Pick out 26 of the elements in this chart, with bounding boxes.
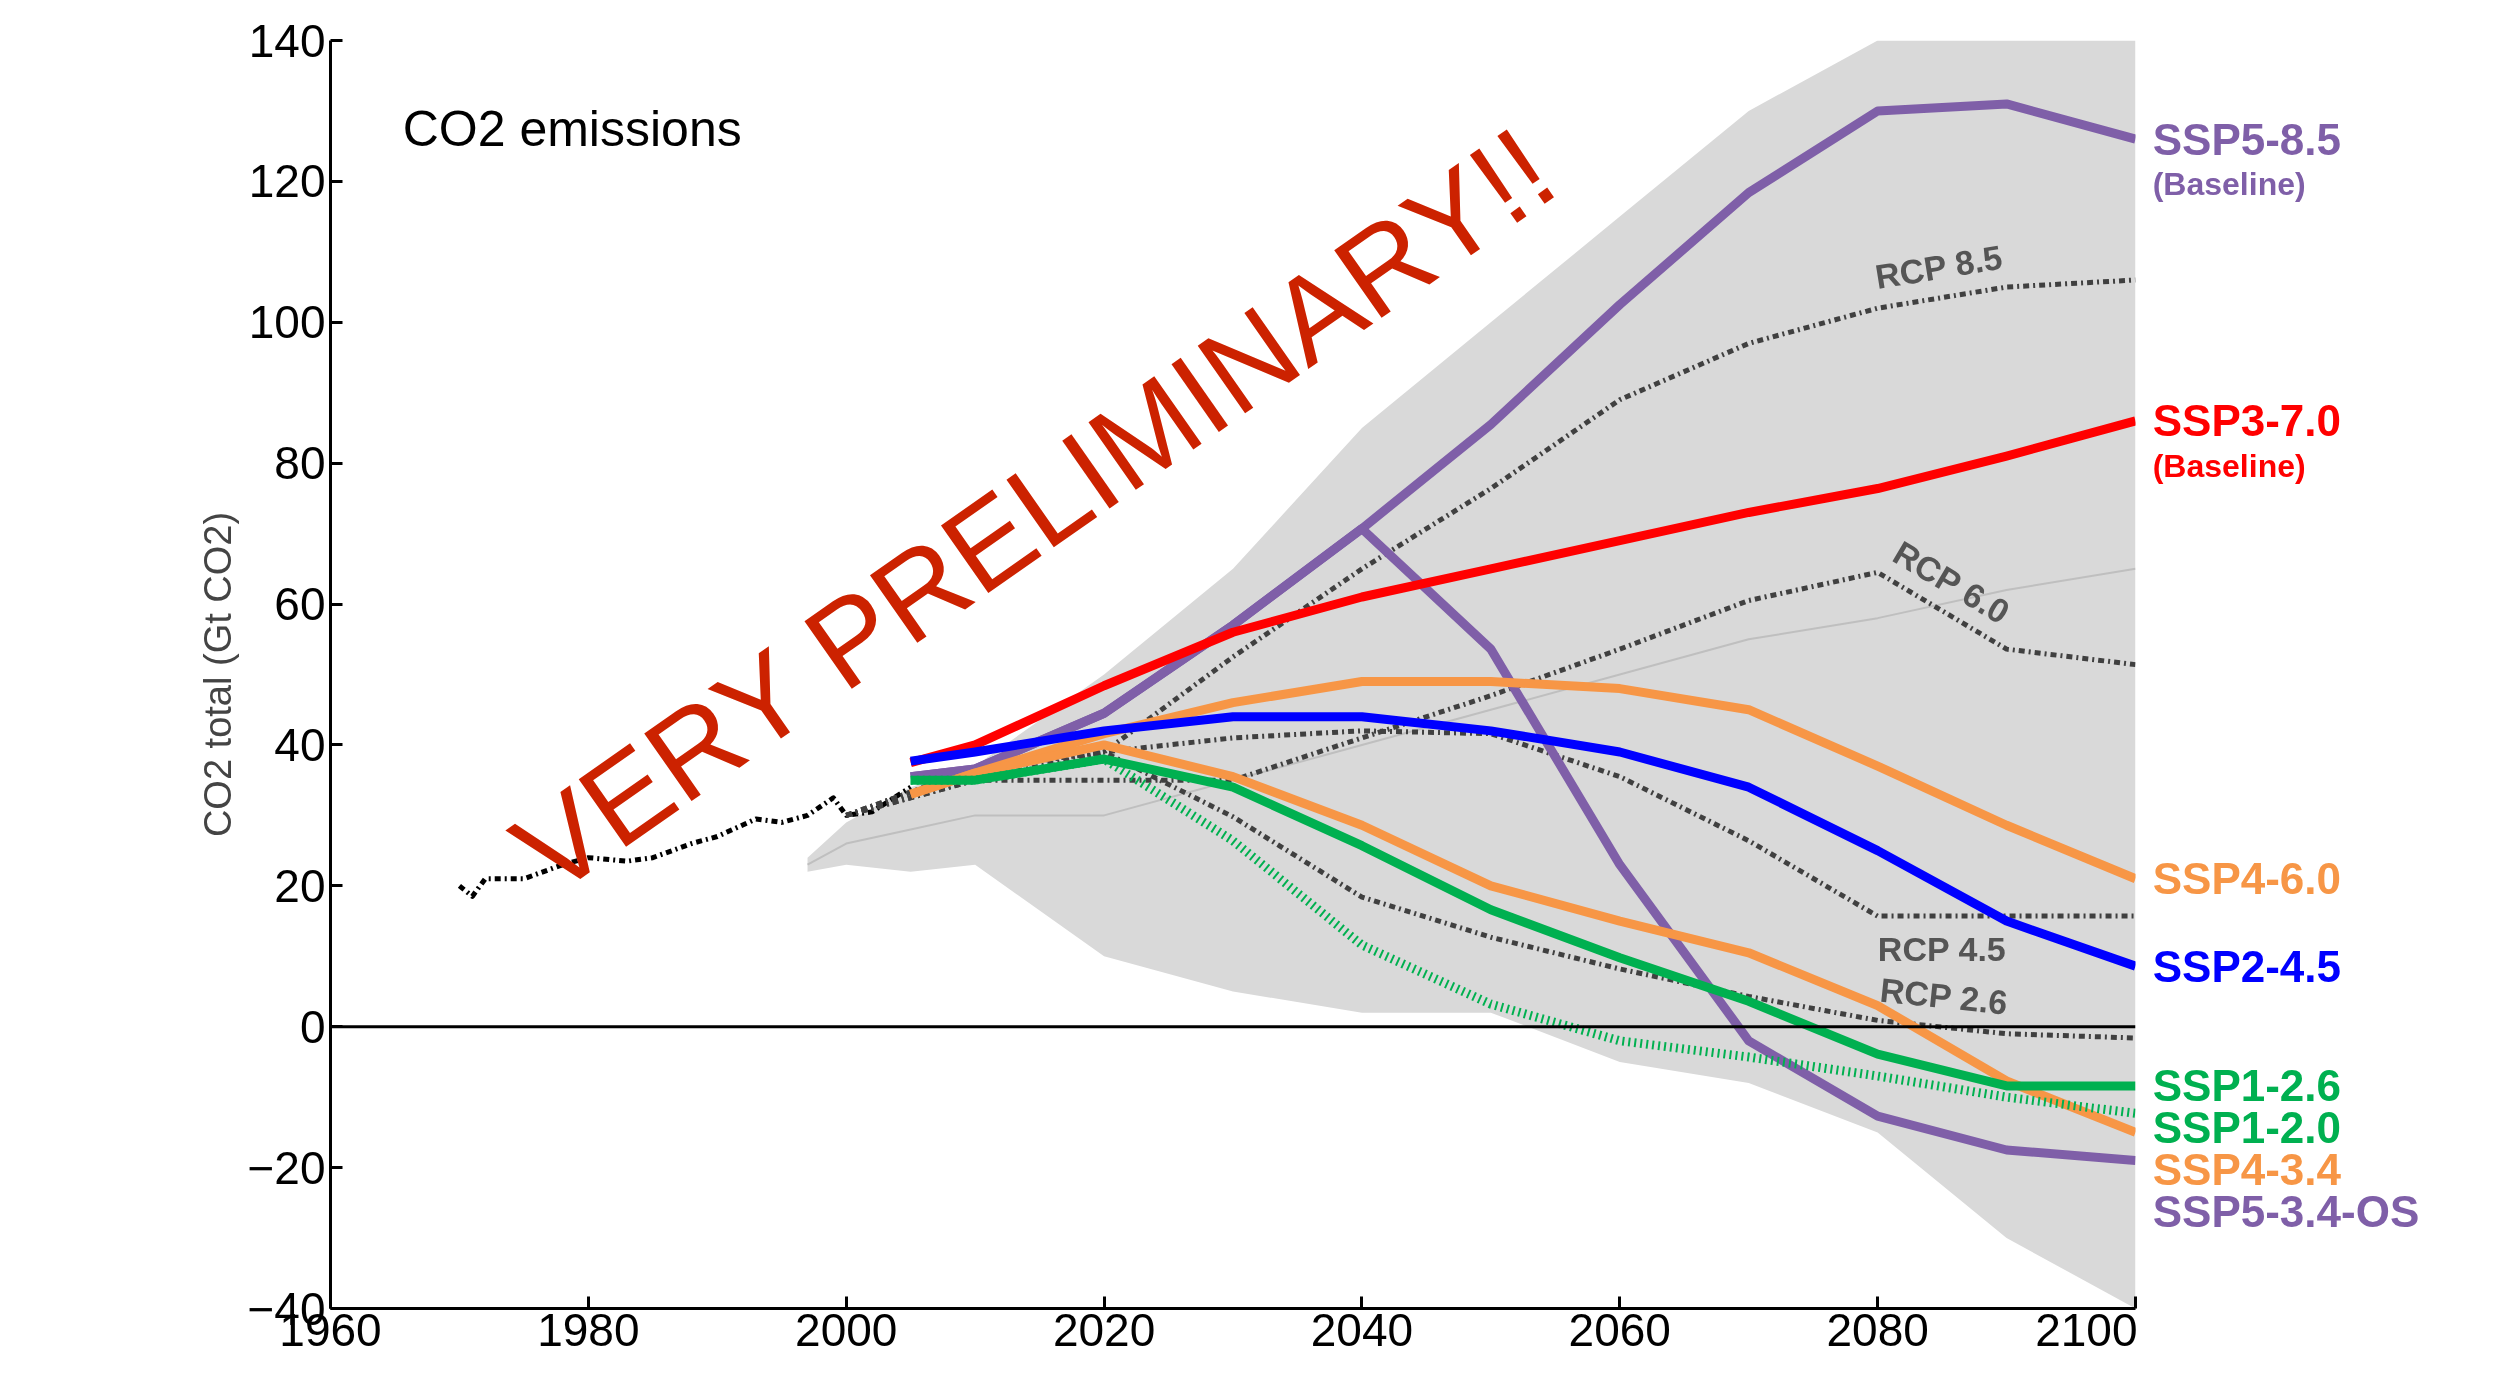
text: RCP 8.5	[1872, 237, 2005, 296]
y-tick-label: 60	[274, 578, 326, 631]
text: CO2 emissions	[402, 101, 742, 158]
y-axis-title: CO2 total (Gt CO2)	[197, 511, 240, 838]
x-tick-label: 2000	[795, 1303, 898, 1356]
y-tick-label: 40	[274, 718, 326, 771]
x-tick-label: 2060	[1568, 1303, 1671, 1356]
y-tick-label: 140	[248, 14, 326, 67]
x-tick-label: 2080	[1826, 1303, 1929, 1356]
y-tick-label: −20	[247, 1141, 326, 1194]
x-tick-label: 1980	[537, 1303, 640, 1356]
series-label: SSP5-8.5 (Baseline)	[2152, 114, 2342, 203]
series-label: SSP3-7.0 (Baseline)	[2152, 396, 2342, 484]
y-tick-label: 80	[274, 437, 326, 490]
text: RCP 6.0	[1886, 533, 2017, 632]
series-label: RCP 4.5	[1877, 930, 2006, 969]
series-label: SSP4-6.0	[2152, 854, 2342, 904]
y-tick-label: 20	[274, 859, 326, 912]
x-tick-label: 2040	[1310, 1303, 1414, 1356]
x-tick-label: 2100	[2035, 1303, 2138, 1356]
y-tick-label: 100	[248, 296, 326, 349]
y-tick-label: 0	[299, 1000, 326, 1053]
x-tick-label: 2020	[1052, 1303, 1156, 1356]
y-tick-label: 120	[248, 155, 326, 208]
series-label: SSP2-4.5	[2152, 941, 2342, 991]
text: RCP 2.6	[1878, 970, 2010, 1022]
